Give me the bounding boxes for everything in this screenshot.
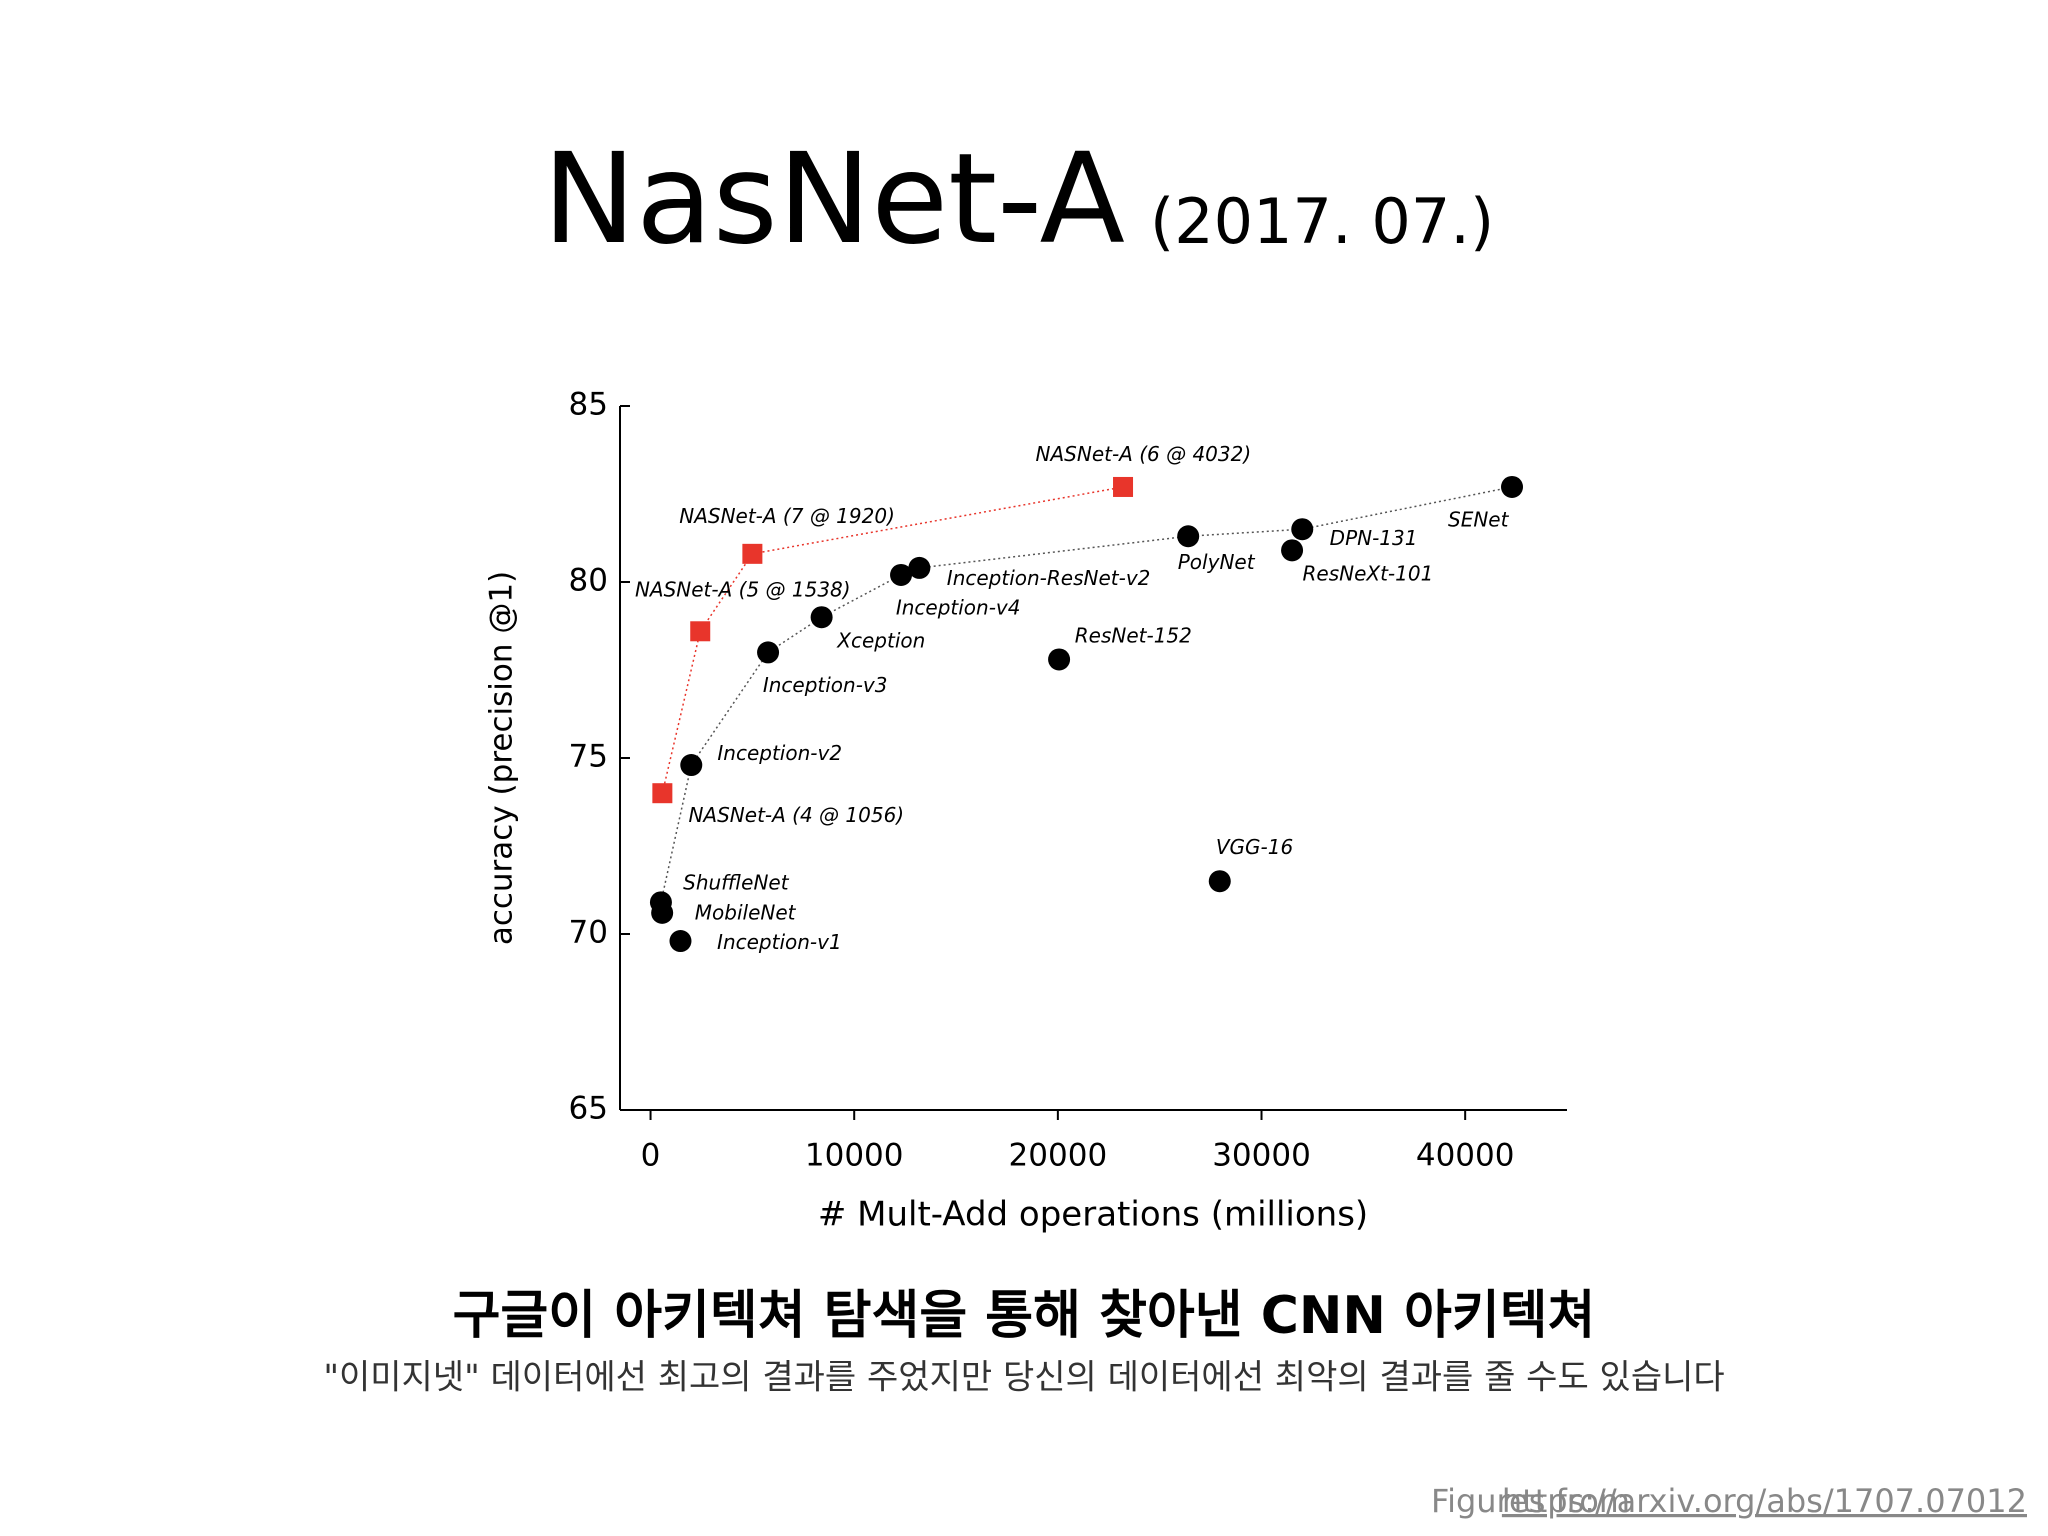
x-tick-label: 30000 (1212, 1138, 1311, 1174)
point (742, 543, 763, 564)
point-label: NASNet-A (4 @ 1056) (688, 803, 904, 827)
x-tick-label: 20000 (1009, 1138, 1108, 1174)
point (810, 606, 833, 629)
point-label: VGG-16 (1216, 835, 1293, 859)
y-tick-label: 80 (569, 563, 608, 599)
point-label: PolyNet (1178, 550, 1256, 574)
point-label: Inception-v3 (763, 673, 888, 697)
point (690, 621, 711, 642)
x-tick-label: 40000 (1416, 1138, 1515, 1174)
point-label: SENet (1448, 507, 1510, 531)
point (651, 901, 674, 924)
y-axis-label: accuracy (precision @1) (484, 571, 520, 945)
point-label: Inception-v4 (896, 595, 1021, 619)
credit-link[interactable]: https://arxiv.org/abs/1707.07012 (1502, 1482, 2027, 1520)
credit-prefix: Figures from (1431, 1482, 1630, 1520)
point-label: Inception-v2 (717, 741, 842, 765)
point-label: DPN-131 (1330, 526, 1418, 550)
point (1177, 525, 1200, 548)
point (652, 783, 673, 804)
point (908, 556, 931, 579)
point (1291, 518, 1314, 541)
point-label: MobileNet (695, 901, 797, 925)
slide-title: NasNet-A (542, 127, 1125, 272)
point-label: Inception-v1 (717, 930, 842, 954)
caption-main: 구글이 아키텍쳐 탐색을 통해 찾아낸 CNN 아키텍쳐 (453, 1286, 1596, 1346)
point-label: NASNet-A (6 @ 4032) (1036, 442, 1252, 466)
point (1048, 648, 1071, 671)
y-tick-label: 65 (569, 1091, 608, 1127)
point-label: ShuffleNet (683, 871, 790, 895)
point-label: NASNet-A (7 @ 1920) (679, 504, 895, 528)
x-axis-label: # Mult-Add operations (millions) (818, 1195, 1368, 1235)
x-tick-label: 10000 (805, 1138, 904, 1174)
point-label: ResNeXt-101 (1303, 562, 1434, 586)
point (757, 641, 780, 664)
point-label: Xception (836, 629, 925, 653)
caption-note: "이미지넷" 데이터에선 최고의 결과를 주었지만 당신의 데이터에선 최악의 … (323, 1358, 1724, 1398)
slide-date: (2017. 07.) (1150, 185, 1494, 258)
point (1208, 870, 1231, 893)
y-tick-label: 70 (569, 915, 608, 951)
point (1501, 475, 1524, 498)
x-tick-label: 0 (641, 1138, 661, 1174)
y-tick-label: 75 (569, 739, 608, 775)
point (680, 754, 703, 777)
point (890, 563, 913, 586)
point-label: NASNet-A (5 @ 1538) (635, 577, 851, 601)
point-label: Inception-ResNet-v2 (947, 566, 1151, 590)
point (669, 930, 692, 953)
point-label: ResNet-152 (1075, 624, 1192, 648)
y-tick-label: 85 (569, 387, 608, 423)
point (1113, 476, 1134, 497)
point (1281, 539, 1304, 562)
